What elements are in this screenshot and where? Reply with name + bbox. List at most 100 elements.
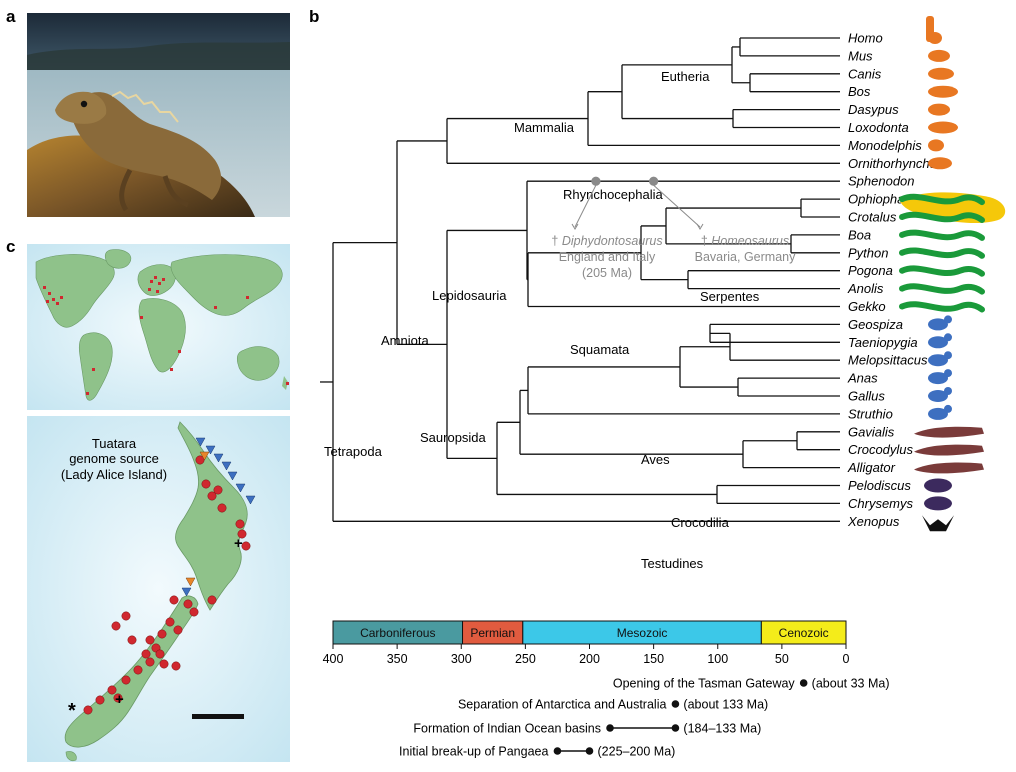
fossil-node-marker (649, 176, 659, 186)
silhouette-pogona (899, 265, 985, 277)
greenland-landmass (104, 249, 132, 269)
panel-label-b: b (309, 7, 319, 26)
silhouette-struthio (928, 407, 948, 420)
clade-label-mammalia: Mammalia (514, 120, 575, 135)
clade-label-testudines: Testudines (641, 556, 704, 571)
axis-tick-label: 200 (579, 652, 600, 666)
nz-triangles-blue (181, 437, 256, 597)
clade-label-aves: Aves (641, 452, 670, 467)
world-map (27, 244, 290, 410)
panel-label-c: c (6, 237, 15, 256)
europe-landmass (137, 264, 176, 296)
event-label: Opening of the Tasman Gateway (613, 677, 796, 691)
clade-labels: Mammalia Eutheria Rhynchocephalia Lepidosau… (324, 69, 760, 571)
taxon-silhouettes (899, 16, 1006, 532)
genome-source-label-3: (Lady Alice Island) (61, 467, 167, 482)
axis-tick-label: 0 (843, 652, 850, 666)
fossil-pointer-line (574, 184, 597, 228)
taxon-label-anolis: Anolis (847, 281, 884, 296)
event-start-dot (606, 724, 614, 732)
silhouette-ophiophagus (899, 193, 985, 206)
clade-label-lepidosauria: Lepidosauria (432, 288, 507, 303)
era-label-permian: Permian (470, 626, 515, 640)
silhouette-melopsittacus-head (944, 351, 952, 360)
clade-label-eutheria: Eutheria (661, 69, 710, 84)
taxon-label-mus: Mus (848, 48, 873, 63)
silhouette-geospiza-head (944, 315, 952, 324)
genome-source-label-2: genome source (69, 451, 159, 466)
world-fossil-sites (43, 276, 289, 395)
silhouette-boa (899, 229, 985, 241)
taxon-label-xenopus: Xenopus (847, 514, 900, 529)
geologic-events: Opening of the Tasman Gateway (about 33 M… (399, 677, 889, 759)
taxon-label-sphenodon: Sphenodon (848, 174, 915, 189)
fossil-pointer-arrowhead (571, 223, 579, 230)
taxon-label-monodelphis: Monodelphis (848, 138, 922, 153)
taxon-label-pelodiscus: Pelodiscus (848, 478, 911, 493)
clade-label-squamata: Squamata (570, 342, 630, 357)
genome-source-label-1: Tuatara (92, 436, 137, 451)
australia-landmass (236, 346, 280, 381)
event-start-dot (799, 679, 808, 687)
taxon-label-dasypus: Dasypus (848, 102, 899, 117)
north-america-landmass (35, 254, 115, 328)
silhouette-anolis (899, 283, 985, 295)
silhouette-gallus (928, 390, 948, 402)
clade-label-serpentes: Serpentes (700, 289, 760, 304)
silhouette-bos (928, 85, 958, 98)
taxon-label-pogona: Pogona (848, 263, 893, 278)
silhouette-crotalus (899, 211, 985, 223)
taxon-label-taeniopygia: Taeniopygia (848, 335, 918, 350)
fossil-pointer-line (653, 184, 701, 228)
silhouette-pelodiscus (924, 478, 952, 493)
taxon-label-crocodylus: Crocodylus (848, 442, 914, 457)
south-america-landmass (78, 332, 113, 401)
axis-tick-label: 300 (451, 652, 472, 666)
silhouette-struthio-head (944, 404, 952, 413)
era-cenozoic (760, 620, 847, 645)
nz-star-marker: * (68, 700, 76, 722)
silhouette-monodelphis (928, 139, 944, 152)
clade-label-rhynchocephalia: Rhynchocephalia (563, 187, 664, 202)
new-zealand-map: + + * Tuatara genome source (Lady Alice … (27, 416, 290, 762)
silhouette-alligator (914, 462, 984, 474)
taxon-label-geospiza: Geospiza (848, 317, 903, 332)
taxon-label-gavialis: Gavialis (848, 424, 895, 439)
fossil-locality: Bavaria, Germany (695, 250, 796, 264)
fossil-genus: Diphydontosaurus (562, 234, 663, 248)
panel-label-a: a (6, 7, 16, 26)
event-range-label: (225–200 Ma) (598, 745, 676, 759)
event-range-label: (about 133 Ma) (683, 698, 768, 712)
taxon-label-melopsittacus: Melopsittacus (848, 353, 928, 368)
silhouette-chrysemys (924, 496, 952, 511)
asia-landmass (170, 254, 283, 316)
taxon-label-boa: Boa (848, 227, 871, 242)
taxon-label-python: Python (848, 245, 888, 260)
taxon-label-gallus: Gallus (848, 389, 885, 404)
taxon-label-homo: Homo (848, 31, 883, 46)
clade-label-sauropsida: Sauropsida (420, 430, 487, 445)
clade-label-tetrapoda: Tetrapoda (324, 444, 383, 459)
silhouette-gallus-head (944, 387, 952, 395)
taxon-label-anas: Anas (847, 371, 878, 386)
silhouette-ornithorhynchus (928, 157, 952, 170)
era-label-mesozoic: Mesozoic (617, 626, 668, 640)
taxon-label-canis: Canis (848, 66, 882, 81)
new-zealand-small (282, 376, 288, 390)
north-island-landmass (175, 421, 248, 611)
event-label: Initial break-up of Pangaea (399, 745, 548, 759)
taxon-label-struthio: Struthio (848, 406, 893, 421)
geologic-timescale: Carboniferous Permian Mesozoic Cenozoic 400 3… (323, 620, 850, 666)
fossil-locality: England and Italy (559, 250, 656, 264)
axis-tick-label: 50 (775, 652, 789, 666)
event-end-dot (585, 747, 594, 755)
event-label: Separation of Antarctica and Australia (458, 698, 667, 712)
fossil-dagger: † (551, 234, 561, 248)
fossil-dagger: † (701, 234, 711, 248)
stewart-island-landmass (65, 751, 77, 762)
taxon-label-ornithorhynchus: Ornithorhynchus (848, 156, 944, 171)
silhouette-dasypus (928, 103, 950, 116)
silhouette-gavialis (914, 426, 984, 438)
event-start-dot (553, 747, 562, 755)
